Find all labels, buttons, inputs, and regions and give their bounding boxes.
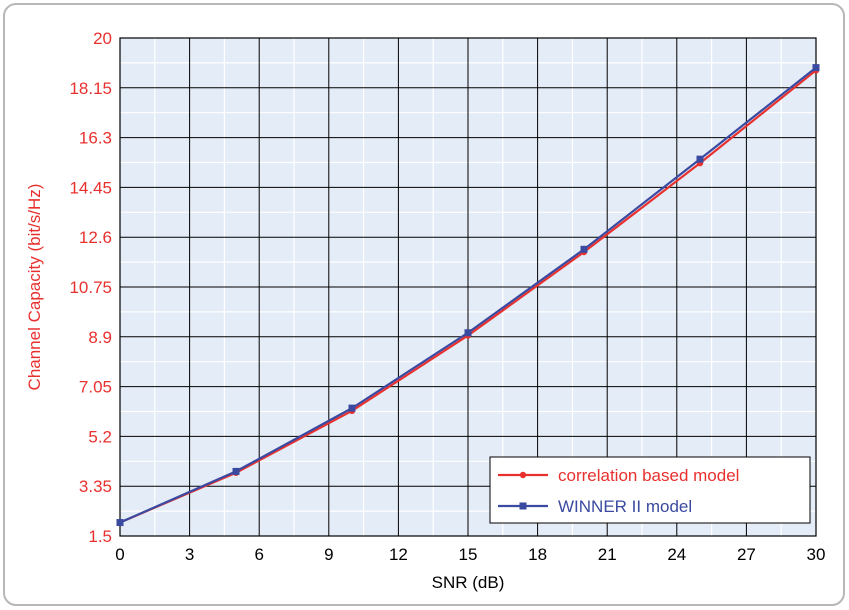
data-point-square — [696, 155, 704, 163]
legend-label: correlation based model — [558, 466, 739, 485]
y-tick-label: 1.5 — [88, 527, 112, 546]
legend-marker-square — [519, 502, 527, 510]
y-tick-label: 16.3 — [79, 129, 112, 148]
data-point-square — [116, 519, 124, 527]
data-point-square — [232, 467, 240, 475]
x-tick-label: 0 — [115, 545, 124, 564]
x-tick-label: 24 — [667, 545, 686, 564]
x-tick-label: 3 — [185, 545, 194, 564]
x-tick-label: 6 — [254, 545, 263, 564]
legend-box — [489, 456, 811, 524]
plot-border — [119, 37, 817, 537]
series-layer — [116, 64, 820, 527]
plot-area — [119, 37, 817, 537]
y-tick-label: 10.75 — [69, 278, 112, 297]
y-tick-label: 5.2 — [88, 427, 112, 446]
x-axis-ticks: 0 3 6 9 12 15 18 21 24 27 30 — [115, 545, 825, 564]
x-tick-label: 27 — [737, 545, 756, 564]
y-tick-label: 12.6 — [79, 228, 112, 247]
legend: correlation based model WINNER II model — [489, 456, 811, 524]
data-point-square — [580, 245, 588, 253]
x-tick-label: 15 — [459, 545, 478, 564]
y-tick-label: 3.35 — [79, 477, 112, 496]
legend-label: WINNER II model — [558, 497, 692, 516]
x-axis-title: SNR (dB) — [432, 573, 505, 592]
legend-marker-circle — [519, 471, 527, 479]
data-point-square — [464, 329, 472, 337]
y-tick-label: 14.45 — [69, 178, 112, 197]
y-axis-ticks: 1.5 3.35 5.2 7.05 8.9 10.75 12.6 14.45 16.3 18.15… — [69, 29, 112, 546]
data-point-square — [812, 64, 820, 72]
x-tick-label: 18 — [528, 545, 547, 564]
x-tick-label: 30 — [807, 545, 826, 564]
data-point-square — [348, 404, 356, 412]
x-tick-label: 9 — [324, 545, 333, 564]
y-tick-label: 8.9 — [88, 328, 112, 347]
x-tick-label: 12 — [389, 545, 408, 564]
y-tick-label: 7.05 — [79, 378, 112, 397]
y-axis-title: Channel Capacity (bit/s/Hz) — [25, 184, 44, 391]
y-tick-label: 18.15 — [69, 79, 112, 98]
x-tick-label: 21 — [598, 545, 617, 564]
y-tick-label: 20 — [93, 29, 112, 48]
